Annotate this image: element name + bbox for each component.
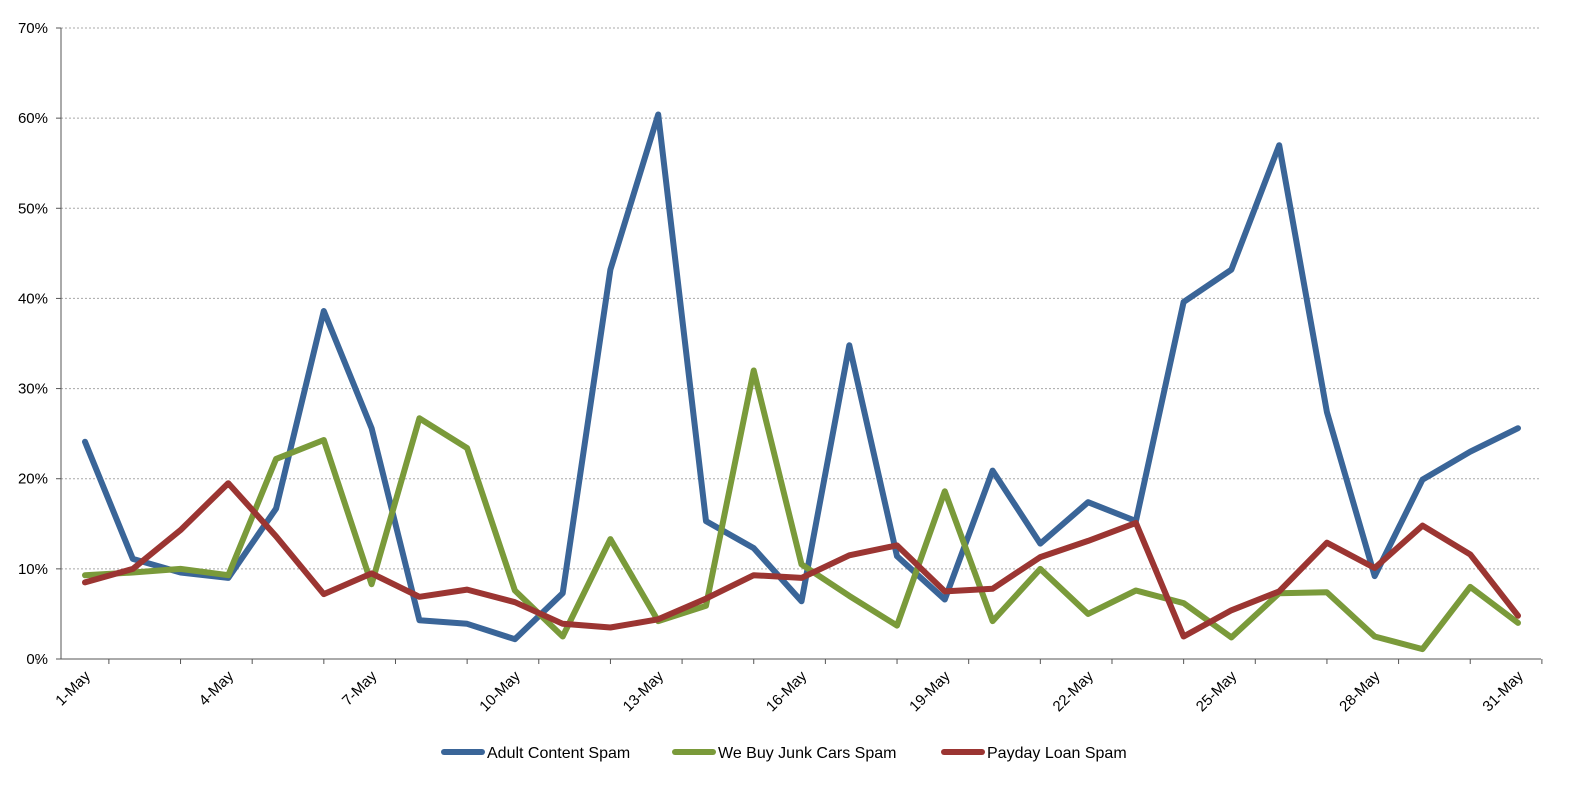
x-tick-label: 13-May	[620, 667, 668, 715]
y-tick-label: 70%	[18, 20, 48, 37]
y-tick-label: 50%	[18, 200, 48, 217]
x-tick-label: 16-May	[763, 667, 811, 715]
x-tick-label: 7-May	[339, 667, 381, 709]
y-axis-ticks: 0%10%20%30%40%50%60%70%	[18, 20, 61, 668]
y-tick-label: 20%	[18, 471, 48, 488]
y-tick-label: 60%	[18, 110, 48, 127]
x-tick-label: 22-May	[1050, 667, 1098, 715]
x-tick-label: 19-May	[906, 667, 954, 715]
legend-label: Adult Content Spam	[487, 745, 630, 762]
x-tick-label: 1-May	[52, 667, 94, 709]
x-axis-ticks: 1-May 4-May 7-May 10-May 13-May 16-May 19-May 2…	[36, 659, 1543, 715]
legend-label: We Buy Junk Cars Spam	[718, 745, 896, 762]
x-tick-label: 28-May	[1336, 667, 1384, 715]
series-line-0	[82, 111, 1521, 643]
series-lines	[82, 111, 1521, 653]
x-tick-label: 4-May	[196, 667, 238, 709]
series-line-2	[82, 480, 1521, 640]
legend-label: Payday Loan Spam	[987, 745, 1127, 762]
y-tick-label: 40%	[18, 290, 48, 307]
x-tick-label: 10-May	[476, 667, 524, 715]
y-tick-label: 30%	[18, 381, 48, 398]
x-tick-label: 31-May	[1479, 667, 1527, 715]
legend: Adult Content Spam We Buy Junk Cars Spam P…	[441, 745, 1127, 762]
gridlines	[61, 27, 1541, 570]
axes	[60, 28, 1541, 660]
y-tick-label: 10%	[18, 561, 48, 578]
x-tick-label: 25-May	[1193, 667, 1241, 715]
